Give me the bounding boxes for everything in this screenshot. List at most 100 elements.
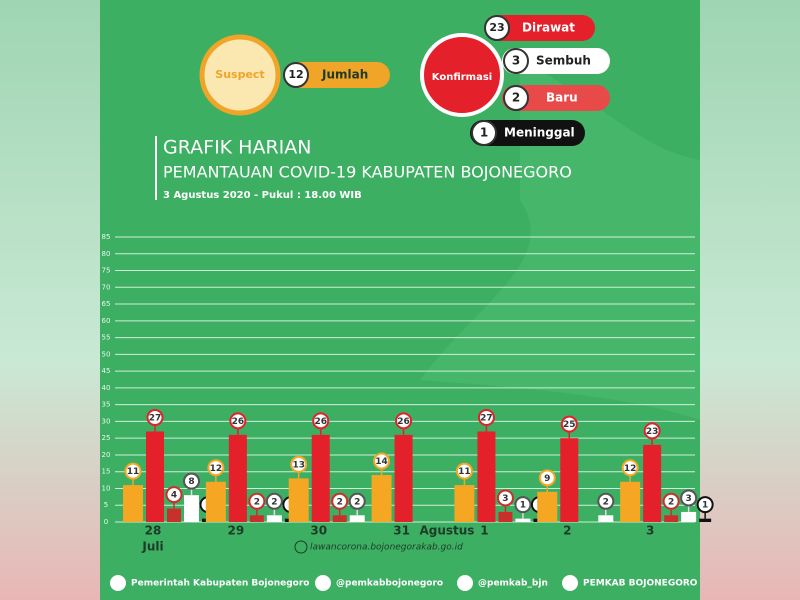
value-label: 3: [686, 494, 692, 504]
pin: [331, 492, 349, 510]
chart-subtitle: PEMANTAUAN COVID-19 KABUPATEN BOJONEGORO: [163, 163, 572, 182]
web-icon: [294, 540, 308, 554]
pin: [560, 415, 578, 433]
bar: [681, 511, 697, 522]
dirawat-pill: [485, 15, 595, 41]
pin: [597, 492, 615, 510]
dirawat-label: Dirawat: [522, 21, 575, 35]
bar: [598, 515, 614, 522]
pin: [207, 459, 225, 477]
pin: [680, 489, 698, 507]
pin: [643, 422, 661, 440]
pin: [538, 469, 556, 487]
bar: [332, 515, 347, 522]
value-label: 2: [271, 497, 277, 507]
value-label: 2: [337, 497, 343, 507]
footer-facebook: Pemerintah Kabupaten Bojonegoro: [131, 579, 309, 589]
badge: [503, 48, 529, 74]
y-tick-label: 75: [102, 267, 111, 275]
bar: [643, 444, 662, 522]
meninggal-value: 1: [480, 126, 488, 140]
pin: [477, 408, 495, 426]
bar: [288, 478, 309, 522]
pin: [348, 492, 366, 510]
y-tick-label: 80: [102, 250, 111, 258]
konfirmasi-label: Konfirmasi: [432, 72, 492, 83]
pin: [662, 492, 680, 510]
y-tick-label: 45: [102, 367, 111, 375]
pin: [455, 462, 473, 480]
y-tick-label: 35: [102, 401, 111, 409]
footer-instagram: @pemkabbojonegoro: [336, 579, 443, 589]
side-panel: [0, 0, 100, 600]
bar: [146, 431, 164, 522]
bar: [477, 431, 496, 522]
x-tick-label: 31: [393, 524, 410, 538]
bar: [205, 481, 226, 522]
pin: [265, 492, 283, 510]
twitter-icon: [457, 575, 473, 591]
baru-label: Baru: [546, 91, 578, 105]
y-tick-label: 55: [102, 334, 111, 342]
value-label: 13: [292, 460, 305, 470]
footer-twitter: @pemkab_bjn: [478, 579, 548, 589]
value-label: 26: [397, 417, 410, 427]
value-label: 23: [646, 427, 659, 437]
pin: [146, 408, 164, 426]
instagram-icon: [315, 575, 331, 591]
bar: [394, 434, 413, 522]
bar: [184, 495, 199, 522]
pin: [395, 412, 413, 430]
sembuh-value: 3: [512, 54, 520, 68]
pin: [229, 412, 247, 430]
value-label: 1: [520, 501, 526, 511]
pin: [312, 412, 330, 430]
website: lawancorona.bojonegorakab.go.id: [310, 543, 463, 553]
baru-value: 2: [512, 91, 520, 105]
value-label: 11: [127, 467, 140, 477]
bar: [371, 475, 392, 522]
suspect-unit: Jumlah: [321, 68, 368, 82]
pin: [496, 489, 514, 507]
badge: [283, 62, 309, 88]
bar: [620, 481, 641, 522]
pin: [621, 459, 639, 477]
pin: [290, 455, 308, 473]
bar: [498, 511, 513, 522]
value-label: 14: [375, 457, 388, 467]
value-label: 12: [210, 464, 223, 474]
meninggal-label: Meninggal: [504, 126, 575, 140]
value-label: 27: [480, 413, 493, 423]
value-label: 3: [502, 494, 508, 504]
value-label: 26: [232, 417, 245, 427]
x-tick-label: 3: [646, 524, 654, 538]
value-label: 9: [544, 474, 550, 484]
y-tick-label: 60: [102, 317, 111, 325]
y-tick-label: 20: [102, 451, 111, 459]
pin: [248, 492, 266, 510]
value-label: 8: [188, 477, 194, 487]
y-tick-label: 5: [104, 501, 108, 509]
konfirmasi-circle: [420, 33, 504, 117]
y-tick-label: 50: [102, 350, 111, 358]
value-label: 27: [149, 413, 162, 423]
value-label: 26: [314, 417, 327, 427]
suspect-label: Suspect: [215, 68, 264, 81]
badge: [484, 15, 510, 41]
bar: [311, 434, 330, 522]
value-label: 12: [624, 464, 637, 474]
value-label: 11: [458, 467, 471, 477]
pin: [514, 496, 532, 514]
bar: [699, 518, 712, 522]
y-tick-label: 85: [102, 233, 111, 241]
bar: [249, 515, 264, 522]
bar: [349, 515, 365, 522]
suspect-pill: [285, 62, 390, 88]
bar: [228, 434, 247, 522]
value-label: 4: [171, 491, 177, 501]
facebook-icon: [110, 575, 126, 591]
sembuh-label: Sembuh: [536, 54, 591, 68]
value-label: 25: [563, 420, 576, 430]
pin: [165, 486, 183, 504]
